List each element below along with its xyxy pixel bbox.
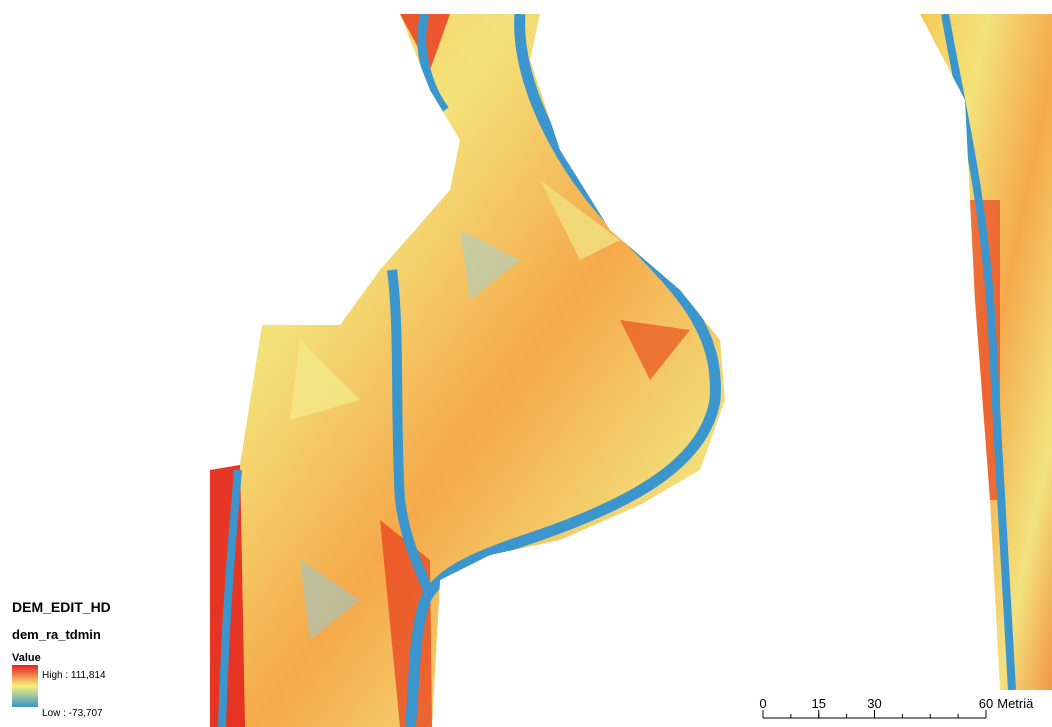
legend-layer: DEM_EDIT_HD	[12, 599, 111, 615]
scale-unit: Metriä	[997, 696, 1034, 711]
legend-low: Low : -73,707	[42, 708, 103, 719]
legend-raster: dem_ra_tdmin	[12, 627, 101, 642]
legend: DEM_EDIT_HD dem_ra_tdmin Value High : 11…	[12, 599, 111, 719]
legend-high: High : 111,814	[42, 670, 106, 681]
color-ramp	[12, 665, 38, 707]
scale-label: 15	[812, 696, 826, 711]
map-view: DEM_EDIT_HD dem_ra_tdmin Value High : 11…	[0, 0, 1052, 727]
scale-bar: 0 15 30 60 Metriä	[759, 696, 1034, 718]
scale-label: 30	[867, 696, 881, 711]
scale-label: 60	[979, 696, 993, 711]
raster-east	[900, 0, 1052, 727]
raster-west	[200, 0, 740, 727]
page: DEM_EDIT_HD dem_ra_tdmin Value High : 11…	[0, 0, 1052, 727]
legend-field: Value	[12, 652, 41, 664]
scale-label: 0	[759, 696, 766, 711]
